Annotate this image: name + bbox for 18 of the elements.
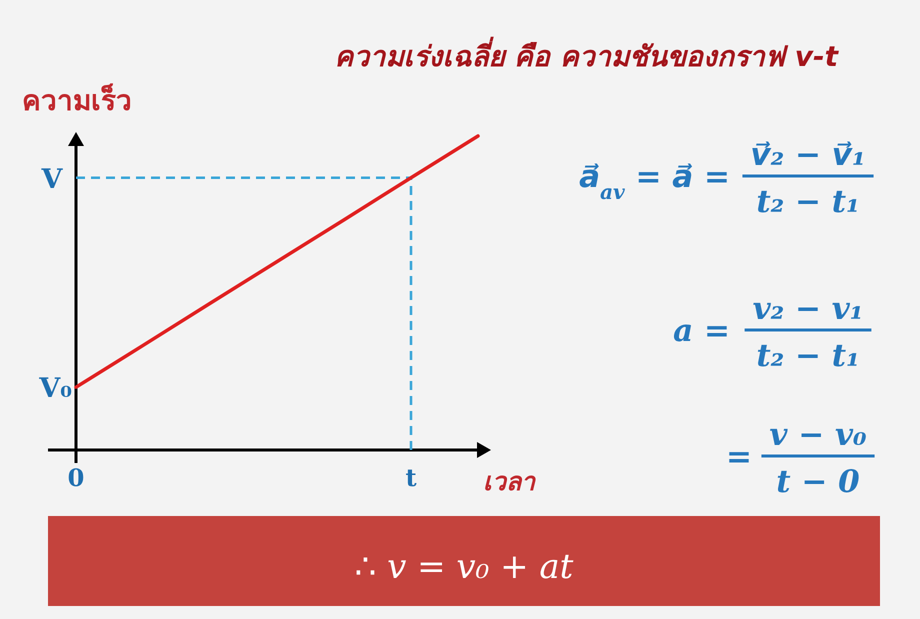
ref-line: V: [42, 164, 411, 195]
text: a⃗$_{av}$ = a⃗ =: [579, 159, 730, 204]
text: ความเร่งเฉลี่ย คือ ความชันของกราฟ v-t: [334, 36, 840, 73]
text: t₂ − t₁: [756, 338, 860, 374]
x-axis-title: เวลา: [483, 467, 536, 496]
text: a =: [673, 313, 730, 349]
text: t₂ − t₁: [756, 184, 860, 220]
text: =: [726, 439, 752, 475]
text: ∴ v = v₀ + at: [354, 547, 574, 587]
ref-line-label: V: [40, 164, 64, 195]
y-axis-title: ความเร็ว: [22, 83, 132, 117]
text: v⃗₂ − v⃗₁: [750, 137, 866, 173]
text: v − v₀: [769, 417, 867, 453]
text: t − 0: [776, 464, 860, 500]
text: v₂ − v₁: [752, 291, 864, 327]
x-tick-label: t: [405, 463, 417, 492]
x-tick-label: 0: [68, 463, 84, 492]
annotation: V₀: [38, 373, 72, 404]
